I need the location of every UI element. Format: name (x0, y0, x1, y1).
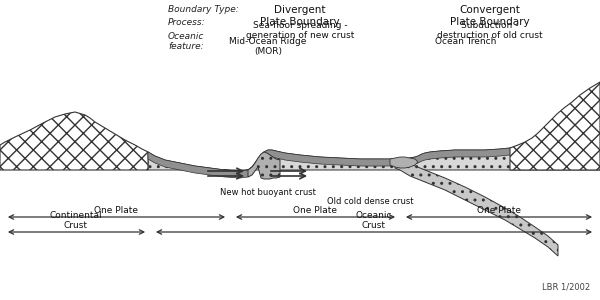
Text: Old cold dense crust: Old cold dense crust (327, 197, 413, 206)
Text: One Plate: One Plate (477, 206, 521, 215)
Text: LBR 1/2002: LBR 1/2002 (542, 283, 590, 292)
Polygon shape (395, 159, 558, 256)
Polygon shape (390, 157, 418, 168)
Text: Ocean Trench: Ocean Trench (435, 37, 496, 46)
Polygon shape (510, 82, 600, 170)
Text: Divergent
Plate Boundary: Divergent Plate Boundary (260, 5, 340, 27)
Text: Process:: Process: (168, 18, 206, 27)
Polygon shape (248, 152, 280, 179)
Text: Continental
Crust: Continental Crust (50, 211, 103, 230)
Text: Convergent
Plate Boundary: Convergent Plate Boundary (450, 5, 530, 27)
Text: Mid-Ocean Ridge
(MOR): Mid-Ocean Ridge (MOR) (229, 37, 307, 56)
Text: Subduction -
destruction of old crust: Subduction - destruction of old crust (437, 21, 543, 40)
Polygon shape (0, 112, 148, 170)
Text: Boundary Type:: Boundary Type: (168, 5, 239, 14)
Text: Oceanic
feature:: Oceanic feature: (168, 32, 205, 51)
Text: One Plate: One Plate (293, 206, 337, 215)
Text: One Plate: One Plate (94, 206, 138, 215)
Polygon shape (148, 125, 600, 171)
Text: Sea-floor spreading -
generation of new crust: Sea-floor spreading - generation of new … (246, 21, 354, 40)
Text: New hot buoyant crust: New hot buoyant crust (220, 188, 316, 197)
Text: Oceanic
Crust: Oceanic Crust (356, 211, 392, 230)
Polygon shape (148, 135, 565, 178)
